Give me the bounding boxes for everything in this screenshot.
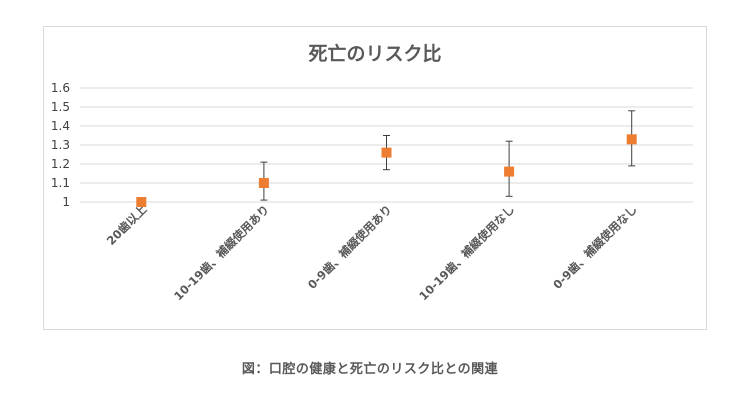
data-point-marker [258,178,269,188]
y-tick-label: 1.4 [51,119,70,133]
y-tick-label: 1.3 [51,138,70,152]
gridlines [80,87,693,203]
data-point-marker [504,166,515,177]
y-axis-ticks: 1 1.1 1.2 1.3 1.4 1.5 1.6 [51,81,70,209]
data-markers [136,134,637,207]
y-tick-label: 1.5 [51,100,70,114]
chart-frame [43,26,707,330]
error-bars [260,110,636,201]
x-axis-ticks: 20歯以上 10-19歯、補綴使用あり 0-9歯、補綴使用あり 10-19歯、補綴使用… [104,202,640,303]
data-point-marker [136,197,147,207]
x-tick-label: 20歯以上 [104,202,150,248]
chart-title: 死亡のリスク比 [308,42,441,65]
y-tick-label: 1.6 [51,81,70,95]
y-tick-label: 1.2 [51,157,70,171]
x-tick-label: 0-9歯、補綴使用なし [550,202,640,292]
x-tick-label: 10-19歯、補綴使用なし [416,202,517,303]
data-point-marker [626,134,637,145]
data-point-marker [381,147,392,158]
x-tick-label: 0-9歯、補綴使用あり [305,202,395,292]
y-tick-label: 1.1 [51,176,70,190]
x-tick-label: 10-19歯、補綴使用あり [171,202,272,303]
figure-caption: 図：口腔の健康と死亡のリスク比との関連 [241,362,499,377]
y-tick-label: 1 [62,195,70,209]
